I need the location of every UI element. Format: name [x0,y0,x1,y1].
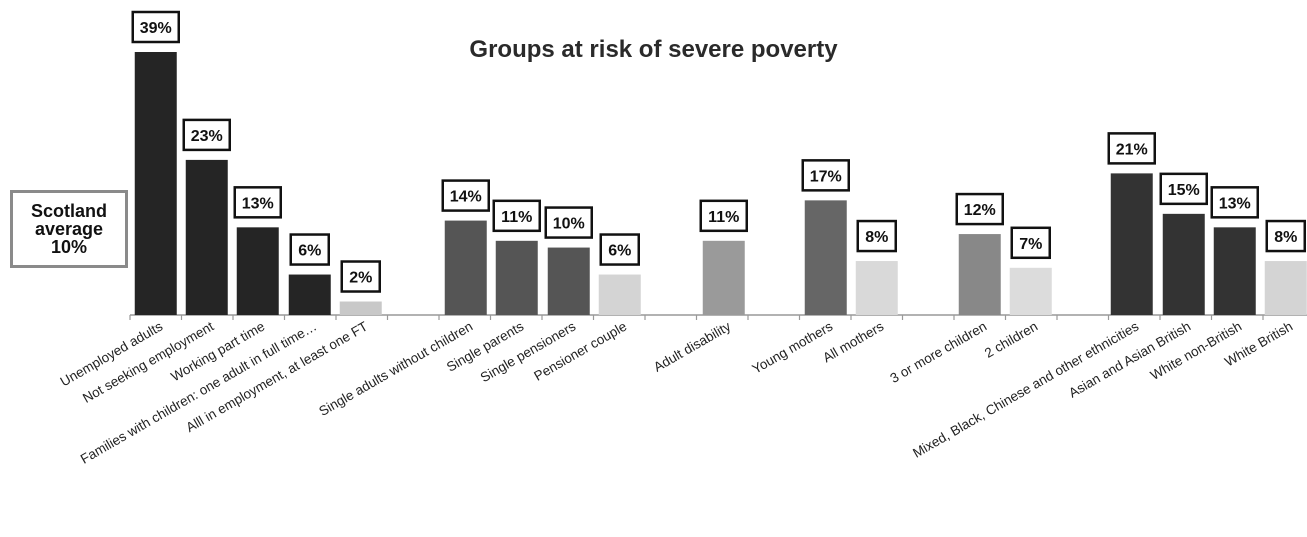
data-label: 13% [242,195,274,212]
bar [1110,173,1153,315]
data-label-box [699,199,748,233]
data-label-box [182,118,231,152]
data-label-box [1159,172,1208,206]
data-label: 8% [865,229,888,246]
data-label-box [131,10,180,44]
bar [547,247,590,315]
bar [288,274,331,315]
data-label-box [1210,186,1259,219]
data-label: 15% [1168,182,1200,199]
data-label: 14% [450,189,482,206]
data-label: 17% [810,168,842,185]
bar [185,159,228,315]
average-label-line3: 10% [50,237,88,257]
data-label-box [955,192,1004,226]
data-label: 39% [140,20,172,37]
scotland-average-box: Scotland average 10% [10,190,128,268]
bar [1162,213,1205,315]
data-label-box [1010,226,1051,260]
data-label: 6% [608,243,631,260]
bar [702,240,745,315]
bar [444,220,487,315]
average-label-line1: Scotland [30,201,107,221]
bar [339,301,382,315]
data-label-box [599,233,640,266]
data-label-box [1107,132,1156,165]
data-label: 8% [1274,229,1297,246]
bar [1213,227,1256,315]
data-label: 21% [1116,141,1148,158]
bar [134,52,177,315]
category-label: Young mothers [750,318,836,376]
category-label: 2 children [982,319,1040,361]
bar [598,274,641,315]
bar [958,234,1001,315]
data-label: 12% [964,202,996,219]
data-label-box [492,199,541,233]
category-label: Pensioner couple [531,319,629,384]
bar [236,227,279,315]
average-label-line2: average [34,219,104,239]
data-label: 11% [708,209,739,226]
data-label: 13% [1219,195,1251,212]
bar [855,261,898,315]
data-label-box [801,159,850,192]
data-label-box [289,233,330,266]
data-label-box [233,186,282,219]
data-label-box [441,179,490,212]
bar [804,200,847,315]
data-label: 10% [553,216,585,233]
bar [495,240,538,315]
bar [1264,261,1307,315]
data-label: 6% [298,243,321,260]
data-label-box [1265,219,1306,253]
data-label: 2% [349,270,372,287]
category-label: 3 or more children [888,319,990,386]
chart-title: Groups at risk of severe poverty [469,36,838,63]
category-label: Adult disability [651,318,733,374]
data-label-box [340,260,381,293]
category-label: White non-British [1148,319,1245,383]
data-label-box [544,206,593,239]
data-label: 7% [1019,236,1042,253]
data-label: 23% [191,128,223,145]
bar [1009,267,1052,315]
data-label-box [856,219,897,253]
data-label: 11% [501,209,532,226]
